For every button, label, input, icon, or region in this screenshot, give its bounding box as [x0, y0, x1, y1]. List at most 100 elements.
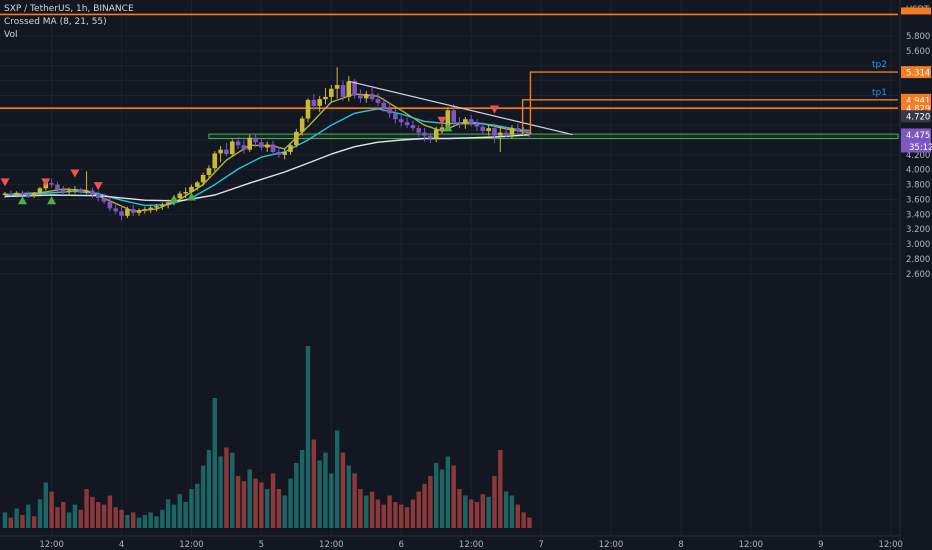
- volume-bar: [509, 495, 515, 528]
- time-tick-label: 12:00: [739, 540, 764, 550]
- time-tick-label: 12:00: [878, 540, 903, 550]
- volume-bar: [154, 516, 159, 528]
- candle-body: [457, 122, 462, 124]
- candle-body: [160, 204, 165, 207]
- candle-body: [346, 81, 352, 97]
- countdown-label: 35:12: [909, 143, 932, 153]
- volume-bar: [142, 515, 148, 528]
- volume-bar: [96, 502, 101, 528]
- volume-bar: [474, 502, 480, 528]
- candle-body: [497, 132, 503, 136]
- candle-body: [60, 189, 66, 193]
- volume-bar: [375, 499, 381, 528]
- volume-bar: [43, 482, 48, 528]
- candle-body: [422, 132, 427, 136]
- volume-bar: [66, 512, 72, 528]
- volume-bar: [200, 465, 206, 528]
- buy-signal-marker: [47, 196, 57, 205]
- volume-bar: [422, 483, 427, 528]
- volume-bar: [352, 473, 357, 528]
- candle-body: [404, 122, 410, 126]
- candle-body: [8, 193, 14, 196]
- price-axis[interactable]: USDT2.6002.8003.0003.2003.4003.6003.8004…: [899, 0, 932, 550]
- drawings[interactable]: tp2 tp1: [348, 60, 898, 136]
- candle-body: [107, 201, 113, 209]
- candle-body: [66, 190, 72, 193]
- price-tick-label: 2.600: [906, 270, 930, 280]
- candle-body: [113, 208, 119, 212]
- descending-trendline: [348, 80, 573, 136]
- candle-body: [229, 141, 235, 155]
- candle-body: [270, 144, 276, 152]
- target-label: tp1: [872, 88, 887, 98]
- candle-body: [206, 168, 212, 175]
- buy-signal-marker: [169, 194, 179, 203]
- candle-body: [439, 127, 445, 130]
- horizontal-levels[interactable]: [0, 13, 898, 109]
- volume-bar: [457, 489, 462, 528]
- candle-body: [381, 102, 387, 109]
- volume-bar: [119, 509, 124, 528]
- candle-body: [49, 183, 54, 185]
- candle-body: [95, 195, 101, 198]
- candle-body: [492, 128, 497, 136]
- candle-body: [463, 119, 468, 124]
- price-tick-label: 4.000: [906, 166, 930, 176]
- sell-signal-marker: [93, 182, 103, 191]
- candle-body: [474, 123, 480, 127]
- time-tick-label: 6: [399, 540, 404, 550]
- volume-bar: [259, 482, 264, 528]
- time-tick-label: 12:00: [179, 540, 204, 550]
- candle-body: [189, 186, 194, 193]
- volume-bar: [26, 504, 31, 528]
- candle-body: [165, 202, 171, 205]
- candle-body: [323, 96, 328, 100]
- volume-bar: [323, 452, 328, 528]
- sell-signal-marker: [70, 169, 80, 178]
- candle-body: [311, 99, 317, 106]
- volume-title[interactable]: Vol: [4, 30, 18, 40]
- volume-bar: [480, 494, 486, 528]
- volume-bar: [270, 473, 276, 528]
- candle-body: [433, 129, 439, 139]
- volume-bar: [265, 489, 270, 528]
- volume-bar: [294, 463, 299, 528]
- price-tag-label: 4.475: [906, 131, 930, 141]
- price-tick-label: 3.600: [906, 195, 930, 205]
- candle-body: [317, 99, 322, 106]
- time-axis[interactable]: 12:00 4 12:00 5 12:00 6 12:00 7 12:00 8 12:00 9 12:0…: [0, 535, 903, 550]
- time-tick-label: 12:00: [39, 540, 64, 550]
- grid-lines: [0, 0, 898, 536]
- volume-bar: [311, 439, 317, 528]
- volume-bar: [165, 499, 171, 528]
- volume-bar: [433, 463, 439, 528]
- volume-bar: [49, 491, 54, 528]
- candle-body: [119, 211, 124, 216]
- buy-signal-marker: [17, 196, 27, 205]
- price-tag-label: 4.941: [906, 96, 930, 106]
- volume-bar: [107, 495, 113, 528]
- volume-bar: [346, 465, 351, 528]
- buy-signal-marker: [443, 123, 453, 132]
- support-zone-box: [208, 133, 899, 140]
- volume-bar: [130, 512, 136, 528]
- volume-bar: [515, 504, 520, 528]
- volume-bar: [230, 452, 235, 528]
- volume-bar: [463, 495, 468, 528]
- candle-body: [218, 149, 223, 154]
- volume-bar: [468, 499, 474, 528]
- volume-bar: [195, 483, 200, 528]
- indicator-title[interactable]: Crossed MA (8, 21, 55): [4, 17, 107, 27]
- price-tick-label: 3.800: [906, 181, 930, 191]
- candle-body: [125, 209, 130, 216]
- volume-bar: [498, 450, 503, 528]
- volume-bar: [101, 504, 107, 528]
- volume-bar: [8, 517, 14, 528]
- volume-bar: [358, 489, 363, 528]
- volume-bar: [503, 491, 509, 528]
- price-tick-label: 3.000: [906, 240, 930, 250]
- symbol-title[interactable]: SXP / TetherUS, 1h, BINANCE: [4, 4, 134, 14]
- price-tick-label: 5.800: [906, 32, 930, 42]
- sell-signal-marker: [437, 116, 447, 125]
